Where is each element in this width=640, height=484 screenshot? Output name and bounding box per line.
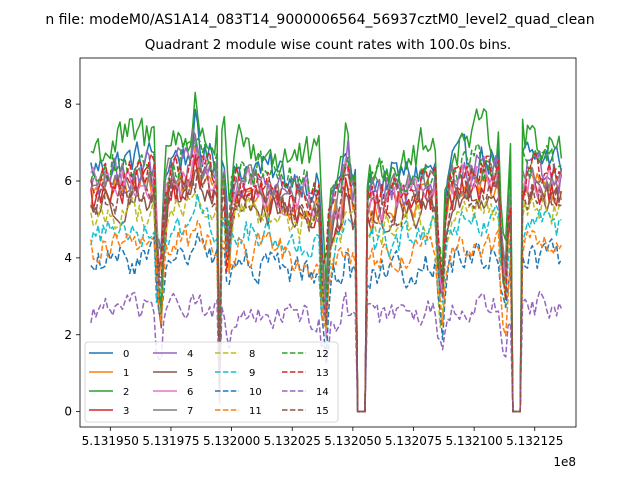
- x-tick-label: 5.131975: [142, 434, 199, 448]
- legend-label-5: 5: [187, 368, 193, 379]
- y-tick-label: 6: [64, 174, 72, 188]
- x-axis: 5.131950 5.131975 5.132000 5.132025 5.132050…: [82, 427, 563, 448]
- x-tick-label: 5.132075: [385, 434, 442, 448]
- y-tick-label: 0: [64, 405, 72, 419]
- legend-label-3: 3: [123, 406, 129, 417]
- series-line-7: [90, 128, 563, 413]
- legend-label-15: 15: [316, 406, 329, 417]
- y-axis: 0 2 4 6 8: [64, 97, 80, 419]
- legend-label-10: 10: [249, 387, 262, 398]
- legend-label-9: 9: [249, 368, 255, 379]
- x-tick-label: 5.132100: [445, 434, 502, 448]
- x-tick-label: 5.131950: [82, 434, 139, 448]
- legend-label-6: 6: [187, 387, 193, 398]
- legend-label-13: 13: [316, 368, 329, 379]
- figure-suptitle: n file: modeM0/AS1A14_083T14_9000006564_…: [45, 12, 594, 28]
- series-line-15: [90, 165, 562, 413]
- plot-frame: [79, 57, 577, 428]
- y-tick-label: 4: [64, 251, 72, 265]
- x-offset-label: 1e8: [553, 455, 576, 469]
- chart-title: Quadrant 2 module wise count rates with …: [145, 37, 511, 53]
- legend-label-4: 4: [187, 349, 193, 360]
- series-line-8: [90, 192, 562, 413]
- legend-label-12: 12: [316, 349, 329, 360]
- legend-label-2: 2: [123, 387, 129, 398]
- legend-label-11: 11: [249, 406, 262, 417]
- legend-label-8: 8: [249, 349, 255, 360]
- legend-label-1: 1: [123, 368, 129, 379]
- series-lines: [90, 91, 563, 413]
- legend-label-7: 7: [187, 406, 193, 417]
- x-tick-label: 5.132000: [203, 434, 260, 448]
- y-tick-label: 8: [64, 97, 72, 111]
- series-line-11: [90, 219, 563, 413]
- x-tick-label: 5.132025: [264, 434, 321, 448]
- series-line-13: [90, 151, 563, 413]
- x-tick-label: 5.132125: [506, 434, 563, 448]
- legend-label-0: 0: [123, 349, 129, 360]
- y-tick-label: 2: [64, 328, 72, 342]
- legend-label-14: 14: [316, 387, 329, 398]
- x-tick-label: 5.132050: [324, 434, 381, 448]
- series-line-9: [90, 193, 562, 413]
- legend-box: [84, 341, 339, 423]
